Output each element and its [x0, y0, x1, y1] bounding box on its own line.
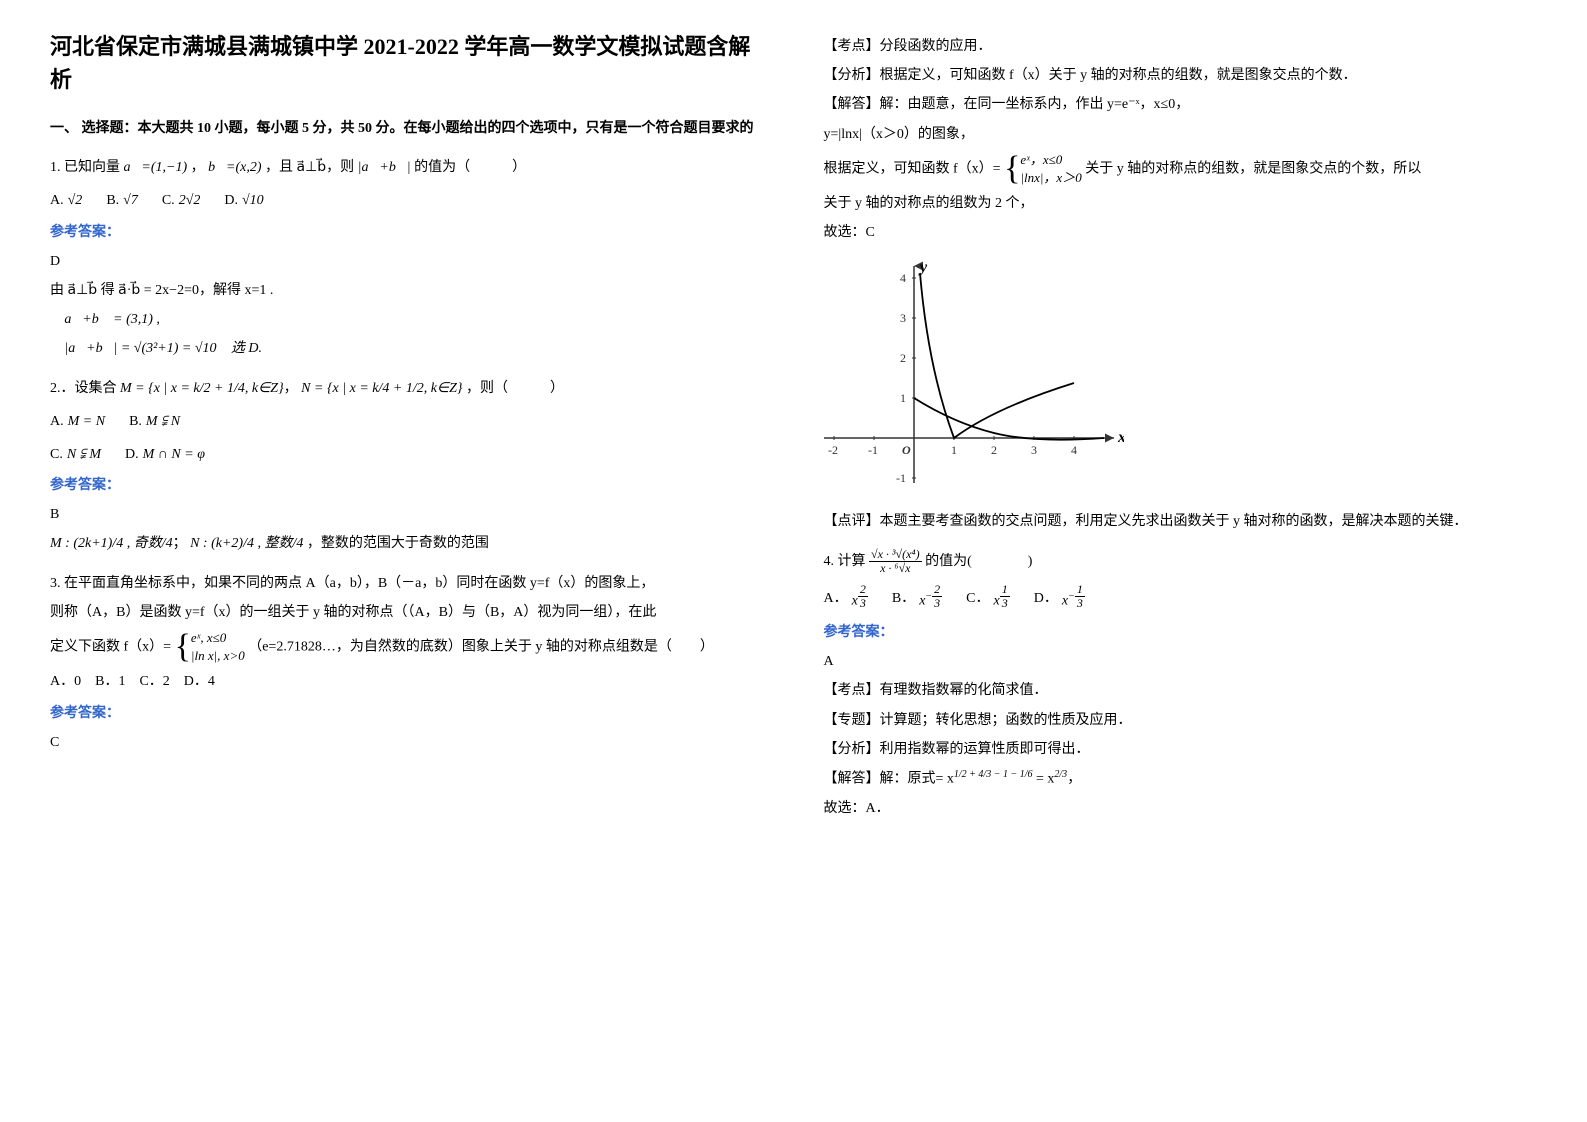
r1-piecewise: { eˣ，x≤0 |lnx|，x＞0 — [1004, 151, 1082, 187]
r1-kd: 【考点】分段函数的应用． — [824, 34, 1538, 59]
r1-fx: 【分析】根据定义，可知函数 f（x）关于 y 轴的对称点的组数，就是图象交点的个… — [824, 63, 1538, 88]
q1-opt-d: D. √10 — [224, 188, 263, 213]
svg-text:3: 3 — [1031, 443, 1037, 457]
q2-expl-M: M : (2k+1)/4 , 奇数/4 — [50, 536, 173, 551]
right-column: 【考点】分段函数的应用． 【分析】根据定义，可知函数 f（x）关于 y 轴的对称… — [824, 30, 1538, 1092]
r1-dp: 【点评】本题主要考查函数的交点问题，利用定义先求出函数关于 y 轴对称的函数，是… — [824, 509, 1538, 534]
q3-opts: A．0 B．1 C．2 D．4 — [50, 669, 764, 694]
svg-text:-2: -2 — [828, 443, 838, 457]
q1-vec-b: b⃗=(x,2) — [208, 160, 261, 175]
q1-opt-a: A. √2 — [50, 188, 82, 213]
q1-step2: ∴ a⃗+b⃗ = (3,1) , — [50, 307, 764, 332]
q4-stem-pre: 4. 计算 — [824, 554, 870, 569]
svg-text:4: 4 — [900, 271, 906, 285]
q1-cond: ，且 a⃗⊥b⃗，则 — [265, 160, 354, 175]
r1-jd2: y=|lnx|（x＞0）的图象， — [824, 122, 1538, 147]
q1-target: |a⃗+b⃗| — [358, 160, 411, 175]
q3-stem1: 3. 在平面直角坐标系中，如果不同的两点 A（a，b），B（－a，b）同时在函数… — [50, 571, 764, 596]
r1-jd3-pre: 根据定义，可知函数 f（x）= — [824, 161, 1005, 176]
r1-jd4: 关于 y 轴的对称点的组数为 2 个， — [824, 191, 1538, 216]
q3-stem2: 则称（A，B）是函数 y=f（x）的一组关于 y 轴的对称点（（A，B）与（B，… — [50, 600, 764, 625]
q4-answer: A — [824, 649, 1538, 674]
section-1-header: 一、 选择题：本大题共 10 小题，每小题 5 分，共 50 分。在每小题给出的… — [50, 116, 764, 141]
q2-expl-tail: ，整数的范围大于奇数的范围 — [307, 536, 489, 551]
svg-text:1: 1 — [900, 391, 906, 405]
q2-expl-N: N : (k+2)/4 , 整数/4 — [190, 536, 303, 551]
q2-N: N = {x | x = k/4 + 1/2, k∈Z} — [301, 381, 462, 396]
q1-sep-1: ， — [191, 160, 205, 175]
problem-1: 1. 已知向量 a⃗=(1,−1) ， b⃗=(x,2) ，且 a⃗⊥b⃗，则 … — [50, 155, 764, 361]
problem-2: 2.．设集合 M = {x | x = k/2 + 1/4, k∈Z}， N =… — [50, 376, 764, 557]
q2-tail: ，则（ ） — [466, 381, 564, 396]
svg-text:2: 2 — [991, 443, 997, 457]
r1-jd3-tail: 关于 y 轴的对称点的组数，就是图象交点的个数，所以 — [1085, 161, 1421, 176]
r1-jd5: 故选：C — [824, 220, 1538, 245]
q1-options: A. √2 B. √7 C. 2√2 D. √10 — [50, 188, 764, 213]
r1-jd1: 【解答】解：由题意，在同一坐标系内，作出 y=e⁻ˣ，x≤0， — [824, 92, 1538, 117]
svg-text:3: 3 — [900, 311, 906, 325]
q1-stem-pre: 1. 已知向量 — [50, 160, 120, 175]
q4-zt: 【专题】计算题；转化思想；函数的性质及应用． — [824, 708, 1538, 733]
q2-opt-d: D. M ∩ N = φ — [125, 442, 205, 467]
q1-opt-b: B. √7 — [106, 188, 138, 213]
graph-svg: x y -2 -1 O 1 2 3 4 1 2 3 4 -1 — [824, 258, 1124, 488]
q2-options-2: C. N ⫋ M D. M ∩ N = φ — [50, 442, 764, 467]
q1-step1: 由 a⃗⊥b⃗ 得 a⃗·b⃗ = 2x−2=0，解得 x=1 . — [50, 278, 764, 303]
q4-jd: 【解答】解：原式= x1/2 + 4/3 − 1 − 1/6 = x2/3， — [824, 766, 1538, 792]
problem-3: 3. 在平面直角坐标系中，如果不同的两点 A（a，b），B（－a，b）同时在函数… — [50, 571, 764, 755]
q2-M: M = {x | x = k/2 + 1/4, k∈Z} — [120, 381, 284, 396]
q3-piecewise: { eˣ, x≤0 |ln x|, x>0 — [175, 629, 245, 665]
svg-text:-1: -1 — [868, 443, 878, 457]
svg-text:2: 2 — [900, 351, 906, 365]
q4-opt-a: A．x23 — [824, 583, 868, 614]
q1-step3: ∴ |a⃗+b⃗| = √(3²+1) = √10 ．选 D. — [50, 336, 764, 361]
q2-answer: B — [50, 502, 764, 527]
svg-text:4: 4 — [1071, 443, 1077, 457]
svg-text:-1: -1 — [896, 471, 906, 485]
problem-4: 4. 计算 √x · ³√(x⁴) x · ⁶√x 的值为( ) A．x23 B… — [824, 548, 1538, 821]
q4-kd: 【考点】有理数指数幂的化简求值． — [824, 678, 1538, 703]
q4-opt-c: C．x13 — [966, 583, 1010, 614]
q4-jd-end: 故选：A． — [824, 796, 1538, 821]
q1-answer-label: 参考答案： — [50, 220, 764, 245]
q2-opt-a: A. M = N — [50, 409, 105, 434]
q4-answer-label: 参考答案： — [824, 620, 1538, 645]
q2-opt-c: C. N ⫋ M — [50, 442, 101, 467]
q3-stem3-tail: （e=2.71828…，为自然数的底数）图象上关于 y 轴的对称点组数是（ ） — [248, 639, 714, 654]
q4-opt-d: D．x−13 — [1034, 583, 1085, 614]
svg-text:x: x — [1117, 429, 1124, 446]
q2-answer-label: 参考答案： — [50, 473, 764, 498]
svg-text:O: O — [902, 443, 911, 457]
q4-opt-b: B．x−23 — [892, 583, 942, 614]
q3-answer: C — [50, 730, 764, 755]
q2-stem-pre: 2.．设集合 — [50, 381, 117, 396]
q3-answer-label: 参考答案： — [50, 701, 764, 726]
q3-stem3-pre: 定义下函数 f（x）= — [50, 639, 175, 654]
q2-opt-b: B. M ⫋ N — [129, 409, 180, 434]
q1-answer: D — [50, 249, 764, 274]
left-column: 河北省保定市满城县满城镇中学 2021-2022 学年高一数学文模拟试题含解析 … — [50, 30, 764, 1092]
q4-fx: 【分析】利用指数幂的运算性质即可得出． — [824, 737, 1538, 762]
q1-vec-a: a⃗=(1,−1) — [124, 160, 188, 175]
q1-tail: 的值为（ ） — [414, 160, 526, 175]
q2-options: A. M = N B. M ⫋ N — [50, 409, 764, 434]
svg-text:1: 1 — [951, 443, 957, 457]
q4-stem-tail: 的值为( ) — [925, 554, 1032, 569]
r1-graph: x y -2 -1 O 1 2 3 4 1 2 3 4 -1 — [824, 258, 1538, 497]
page-title: 河北省保定市满城县满城镇中学 2021-2022 学年高一数学文模拟试题含解析 — [50, 30, 764, 96]
q4-fraction: √x · ³√(x⁴) x · ⁶√x — [869, 548, 922, 575]
q1-opt-c: C. 2√2 — [162, 188, 201, 213]
q4-options: A．x23 B．x−23 C．x13 D．x−13 — [824, 583, 1538, 614]
